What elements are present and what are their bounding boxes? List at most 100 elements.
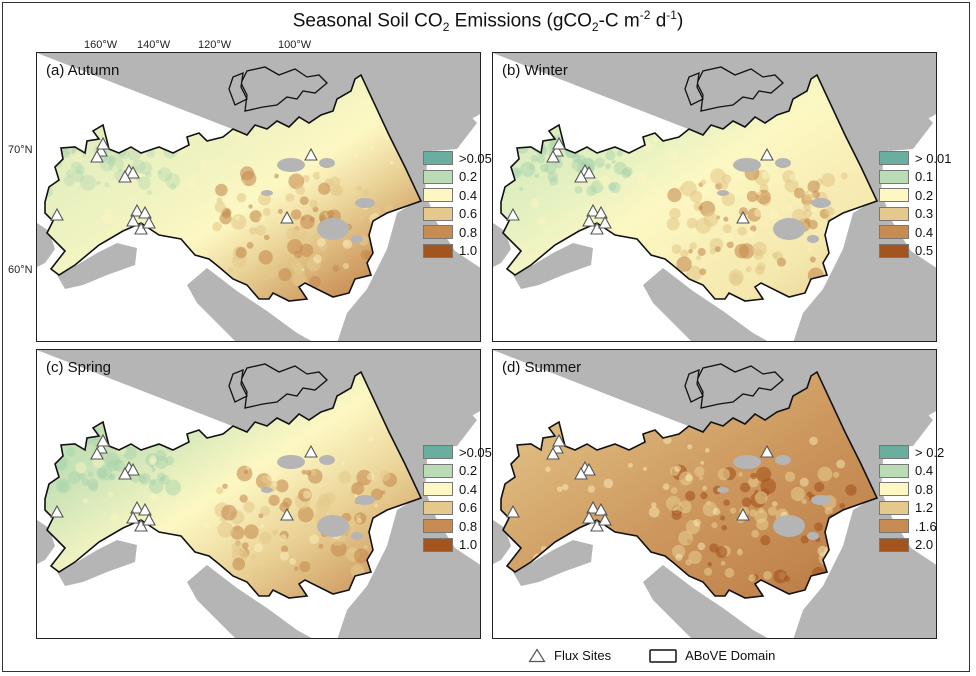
- figure-title: Seasonal Soil CO2 Emissions (gCO2-C m-2 …: [292, 8, 684, 35]
- legend-entry: 0.6: [423, 499, 503, 518]
- legend-label: 0.2: [915, 187, 934, 203]
- flux-site-marker: [142, 215, 156, 229]
- panel-label: (d) Summer: [502, 359, 582, 376]
- flux-site-marker: [594, 205, 608, 219]
- legend-label: 0.8: [459, 224, 478, 240]
- legend-entry: 2.0: [879, 536, 959, 555]
- legend-label: 0.4: [915, 224, 934, 240]
- above-domain-boundary: [500, 73, 879, 302]
- legend-label: > 0.01: [915, 150, 952, 166]
- flux-site-marker: [582, 165, 596, 179]
- arctic-island: [696, 363, 784, 409]
- legend-label: 0.4: [459, 187, 478, 203]
- map-panel-spring: (c) Spring: [36, 349, 481, 639]
- legend-swatch: [879, 537, 909, 552]
- background-land: [187, 565, 312, 638]
- flux-site-marker: [280, 507, 294, 521]
- flux-site-marker: [552, 136, 566, 150]
- triangle-icon: [528, 648, 546, 663]
- legend-swatch: [423, 482, 453, 497]
- flux-site-marker: [126, 213, 140, 227]
- background-land: [493, 223, 511, 267]
- legend-entry: 0.3: [879, 205, 959, 224]
- flux-site-marker: [546, 446, 560, 460]
- background-land: [643, 565, 768, 638]
- legend-entry: 0.4: [423, 186, 503, 205]
- background-land: [37, 223, 55, 267]
- map-spring: [37, 350, 480, 638]
- longitude-label: 140°W: [137, 39, 171, 51]
- legend-swatch: [423, 206, 453, 221]
- arctic-island: [240, 66, 328, 112]
- panel-label: (b) Winter: [502, 62, 568, 79]
- legend-autumn: >0.05 0.2 0.4 0.6 0.8 1.0: [423, 149, 503, 260]
- flux-site-marker: [598, 512, 612, 526]
- legend-swatch: [879, 188, 909, 203]
- arctic-island: [696, 66, 784, 112]
- legend-swatch: [423, 463, 453, 478]
- flux-site-marker: [96, 136, 110, 150]
- legend-label: 0.8: [459, 518, 478, 534]
- legend-label: .1.6: [915, 518, 937, 534]
- background-land: [513, 243, 593, 289]
- flux-site-marker: [126, 510, 140, 524]
- legend-swatch: [879, 151, 909, 166]
- legend-summer: > 0.2 0.4 0.8 1.2 .1.6 2.0: [879, 443, 959, 554]
- flux-site-marker: [582, 213, 596, 227]
- flux-site-marker: [50, 207, 64, 221]
- legend-winter: > 0.01 0.1 0.2 0.3 0.4 0.5: [879, 149, 959, 260]
- background-land: [643, 268, 768, 341]
- background-land: [873, 93, 933, 151]
- legend-entry: 0.8: [423, 517, 503, 536]
- legend-swatch: [423, 188, 453, 203]
- flux-site-marker: [586, 203, 600, 217]
- legend-label: 0.4: [459, 481, 478, 497]
- flux-site-marker: [760, 444, 774, 458]
- legend-swatch: [423, 537, 453, 552]
- flux-site-marker: [594, 502, 608, 516]
- map-winter: [493, 53, 936, 341]
- legend-entry: 0.2: [423, 168, 503, 187]
- legend-label: 2.0: [915, 537, 934, 553]
- legend-label: 1.0: [459, 537, 478, 553]
- flux-site-marker: [138, 502, 152, 516]
- latitude-label: 70°N: [8, 144, 33, 156]
- background-land: [513, 540, 593, 586]
- flux-site-marker: [142, 512, 156, 526]
- arctic-island: [684, 71, 704, 106]
- legend-label: > 0.2: [915, 444, 945, 460]
- legend-label: 0.6: [459, 206, 478, 222]
- flux-site-marker: [90, 446, 104, 460]
- legend-spring: >0.05 0.2 0.4 0.6 0.8 1.0: [423, 443, 503, 554]
- legend-swatch: [423, 445, 453, 460]
- legend-swatch: [423, 169, 453, 184]
- flux-site-marker: [736, 210, 750, 224]
- background-land: [417, 93, 477, 151]
- legend-entry: 0.5: [879, 242, 959, 261]
- flux-sites-label: Flux Sites: [554, 648, 612, 663]
- legend-swatch: [879, 463, 909, 478]
- background-land: [417, 390, 477, 448]
- arctic-island: [228, 71, 248, 106]
- panel-label: (c) Spring: [46, 359, 112, 376]
- longitude-label: 120°W: [198, 39, 232, 51]
- legend-swatch: [423, 519, 453, 534]
- legend-label: 0.2: [459, 169, 478, 185]
- legend-entry: 0.4: [879, 223, 959, 242]
- above-domain-boundary: [44, 370, 423, 599]
- flux-site-marker: [304, 444, 318, 458]
- flux-site-marker: [760, 147, 774, 161]
- flux-site-marker: [126, 165, 140, 179]
- flux-site-marker: [546, 149, 560, 163]
- flux-site-marker: [130, 500, 144, 514]
- longitude-label: 100°W: [278, 39, 312, 51]
- legend-entry: .1.6: [879, 517, 959, 536]
- legend-label: 0.1: [915, 169, 934, 185]
- legend-swatch: [879, 519, 909, 534]
- map-panel-winter: (b) Winter: [492, 52, 937, 342]
- background-land: [37, 520, 55, 564]
- legend-entry: 0.8: [423, 223, 503, 242]
- above-domain-boundary: [500, 370, 879, 599]
- flux-site-marker: [582, 462, 596, 476]
